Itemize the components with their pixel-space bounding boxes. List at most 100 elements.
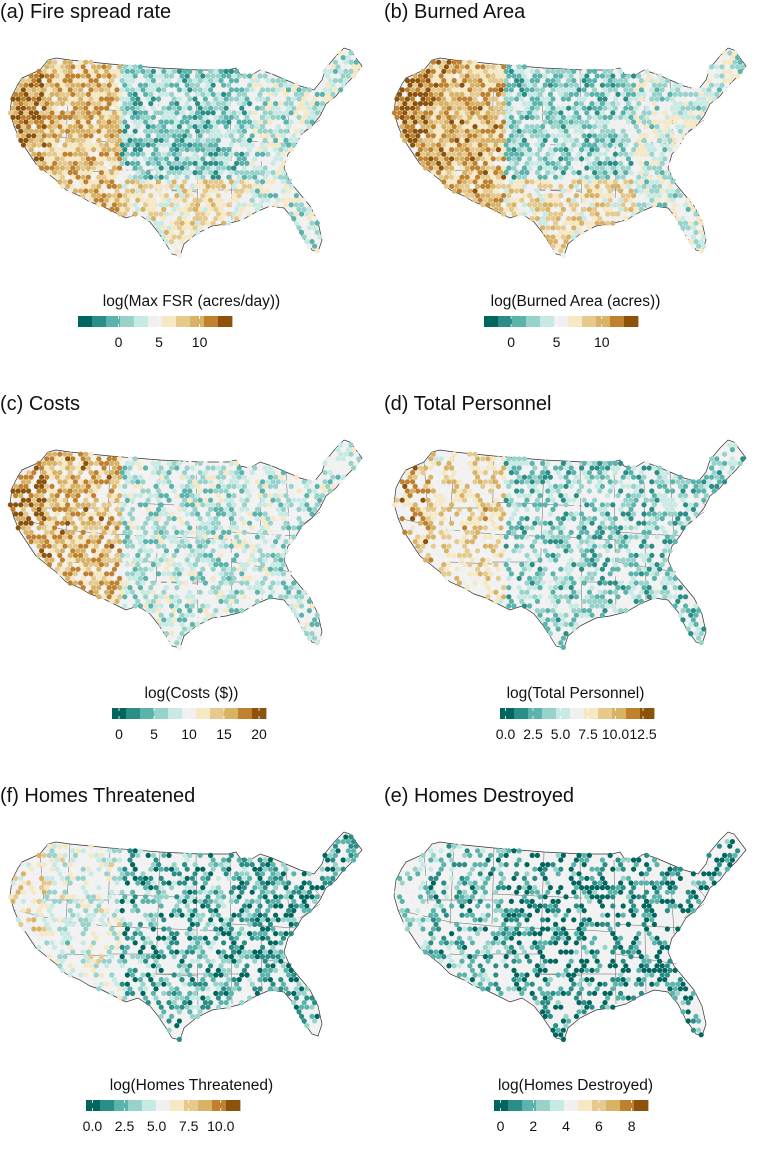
hex-bin [488, 170, 493, 175]
hex-bin [34, 156, 39, 161]
hex-bin [691, 234, 696, 239]
hex-bin [107, 493, 112, 498]
hex-bin [315, 502, 320, 507]
hex-bin [273, 175, 278, 180]
hex-bin [213, 216, 218, 221]
hex-bin [242, 502, 247, 507]
hex-bin [402, 138, 407, 143]
hex-bin [693, 230, 698, 235]
hex-bin [532, 83, 537, 88]
hex-bin [628, 78, 633, 83]
hex-bin [211, 129, 216, 134]
hex-bin [112, 585, 117, 590]
hex-bin [179, 147, 184, 152]
hex-bin [439, 156, 444, 161]
hex-bin [153, 83, 158, 88]
hex-bin [234, 78, 239, 83]
hex-bin [250, 553, 255, 558]
hex-bin [667, 110, 672, 115]
hex-bin [524, 170, 529, 175]
hex-bin [185, 539, 190, 544]
hex-bin [112, 539, 117, 544]
hex-bin [488, 142, 493, 147]
hex-bin [532, 92, 537, 97]
hex-bin [29, 83, 34, 88]
hex-bin [187, 562, 192, 567]
hex-bin [231, 539, 236, 544]
hex-bin [226, 557, 231, 562]
hex-bin [423, 92, 428, 97]
hex-bin [164, 557, 169, 562]
hex-bin [172, 590, 177, 595]
hex-bin [156, 87, 161, 92]
hex-bin [151, 106, 156, 111]
hex-bin [709, 456, 714, 461]
hex-bin [701, 106, 706, 111]
hex-bin [540, 133, 545, 138]
hex-bin [78, 133, 83, 138]
hex-bin [125, 498, 130, 503]
hex-bin [203, 198, 208, 203]
hex-bin [309, 493, 314, 498]
hex-bin [592, 133, 597, 138]
hex-bin [52, 115, 57, 120]
hex-bin [680, 207, 685, 212]
hex-bin [571, 216, 576, 221]
hex-bin [83, 69, 88, 74]
hex-bin [29, 502, 34, 507]
hex-bin [652, 119, 657, 124]
hex-bin [608, 207, 613, 212]
hex-bin [706, 69, 711, 74]
hex-bin [294, 211, 299, 216]
hex-bin [179, 165, 184, 170]
hex-bin [680, 87, 685, 92]
hex-bin [527, 110, 532, 115]
hex-bin [190, 83, 195, 88]
hex-bin [255, 534, 260, 539]
hex-bin [571, 207, 576, 212]
hex-bin [161, 124, 166, 129]
hex-bin [146, 507, 151, 512]
hex-bin [506, 165, 511, 170]
hex-bin [289, 585, 294, 590]
hex-bin [558, 119, 563, 124]
hex-bin [457, 124, 462, 129]
hex-bin [509, 170, 514, 175]
hex-bin [250, 142, 255, 147]
hex-bin [636, 147, 641, 152]
hex-bin [639, 170, 644, 175]
hex-bin [122, 202, 127, 207]
hex-bin [138, 165, 143, 170]
hex-bin [146, 161, 151, 166]
hex-bin [114, 115, 119, 120]
hex-bin [107, 147, 112, 152]
hex-bin [278, 184, 283, 189]
hex-bin [265, 198, 270, 203]
hex-bin [296, 590, 301, 595]
hex-bin [322, 96, 327, 101]
hex-bin [112, 184, 117, 189]
hex-bin [125, 115, 130, 120]
hex-bin [164, 138, 169, 143]
hex-bin [315, 101, 320, 106]
hex-bin [187, 142, 192, 147]
hex-bin [138, 119, 143, 124]
hex-bin [467, 115, 472, 120]
hex-bin [62, 534, 67, 539]
hex-bin [618, 152, 623, 157]
hex-bin [203, 525, 208, 530]
hex-bin [670, 207, 675, 212]
hex-bin [561, 124, 566, 129]
hex-bin [112, 138, 117, 143]
hex-bin [273, 521, 278, 526]
hex-bin [198, 498, 203, 503]
hex-bin [563, 184, 568, 189]
hex-bin [140, 96, 145, 101]
hex-bin [441, 133, 446, 138]
hex-bin [517, 165, 522, 170]
hex-bin [595, 156, 600, 161]
hex-bin [122, 484, 127, 489]
hex-bin [96, 557, 101, 562]
hex-bin [88, 87, 93, 92]
hex-bin [628, 96, 633, 101]
